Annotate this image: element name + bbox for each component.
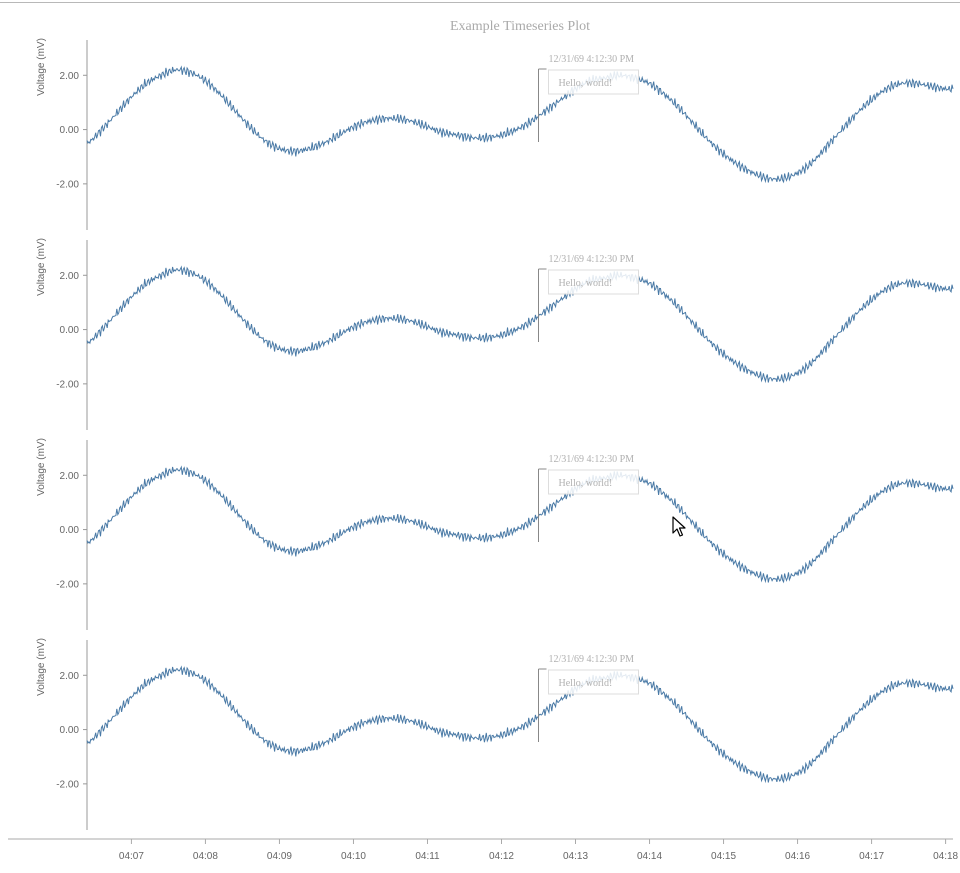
annotation-text: Hello, world! [559, 278, 613, 289]
x-axis: 04:07 04:08 04:09 04:10 04:11 04:12 04:13 04:14… [8, 838, 959, 862]
panel-2: Voltage (mV) 2.00 0.00 -2.00 12/31/69 4:12:3… [36, 238, 954, 430]
y-tick-label: -2.00 [56, 179, 79, 190]
x-tick-label: 04:08 [193, 851, 218, 862]
y-tick-label: 2.00 [60, 71, 80, 82]
annotation: 12/31/69 4:12:30 PM Hello, world! [538, 454, 640, 542]
annotation-text: Hello, world! [559, 478, 613, 489]
x-tick-label: 04:13 [563, 851, 588, 862]
panel-3: Voltage (mV) 2.00 0.00 -2.00 12/31/69 4:12:3… [36, 438, 954, 630]
annotation-timestamp: 12/31/69 4:12:30 PM [549, 254, 635, 265]
y-tick-label: -2.00 [56, 779, 79, 790]
series-line [86, 65, 954, 184]
x-tick-label: 04:14 [637, 851, 662, 862]
x-tick-label: 04:16 [785, 851, 810, 862]
panels-layer: Voltage (mV) 2.00 0.00 -2.00 12/31/69 4:12:3… [36, 38, 954, 830]
x-tick-label: 04:09 [267, 851, 292, 862]
y-tick-label: 0.00 [60, 725, 80, 736]
x-tick-label: 04:10 [341, 851, 366, 862]
mouse-pointer-icon [672, 516, 686, 537]
annotation-box [548, 269, 640, 295]
top-border [0, 2, 960, 3]
panel-1: Voltage (mV) 2.00 0.00 -2.00 12/31/69 4:12:3… [36, 38, 954, 230]
x-tick-label: 04:07 [119, 851, 144, 862]
annotation-timestamp: 12/31/69 4:12:30 PM [549, 654, 635, 665]
panel-4: Voltage (mV) 2.00 0.00 -2.00 12/31/69 4:12:3… [36, 638, 954, 830]
y-tick-label: 0.00 [60, 325, 80, 336]
series-line [86, 465, 954, 584]
series-line [86, 265, 954, 384]
x-tick-label: 04:18 [933, 851, 958, 862]
annotation: 12/31/69 4:12:30 PM Hello, world! [538, 654, 640, 742]
annotation-box [548, 469, 640, 495]
annotation-timestamp: 12/31/69 4:12:30 PM [549, 54, 635, 65]
y-tick-label: 0.00 [60, 125, 80, 136]
annotation-text: Hello, world! [559, 678, 613, 689]
y-axis-label: Voltage (mV) [36, 38, 47, 96]
x-tick-label: 04:15 [711, 851, 736, 862]
x-tick-label: 04:11 [415, 851, 440, 862]
annotation-box [548, 69, 640, 95]
x-tick-label: 04:12 [489, 851, 514, 862]
y-tick-label: -2.00 [56, 579, 79, 590]
y-tick-label: 0.00 [60, 525, 80, 536]
x-tick-label: 04:17 [859, 851, 884, 862]
annotation: 12/31/69 4:12:30 PM Hello, world! [538, 254, 640, 342]
annotation: 12/31/69 4:12:30 PM Hello, world! [538, 54, 640, 142]
y-tick-label: 2.00 [60, 671, 80, 682]
series-line [86, 665, 954, 784]
y-axis-label: Voltage (mV) [36, 238, 47, 296]
annotation-text: Hello, world! [559, 78, 613, 89]
annotation-timestamp: 12/31/69 4:12:30 PM [549, 454, 635, 465]
y-tick-label: 2.00 [60, 471, 80, 482]
annotation-box [548, 669, 640, 695]
y-axis-label: Voltage (mV) [36, 438, 47, 496]
y-tick-label: -2.00 [56, 379, 79, 390]
plot-title: Example Timeseries Plot [450, 19, 590, 34]
y-tick-label: 2.00 [60, 271, 80, 282]
y-axis-label: Voltage (mV) [36, 638, 47, 696]
